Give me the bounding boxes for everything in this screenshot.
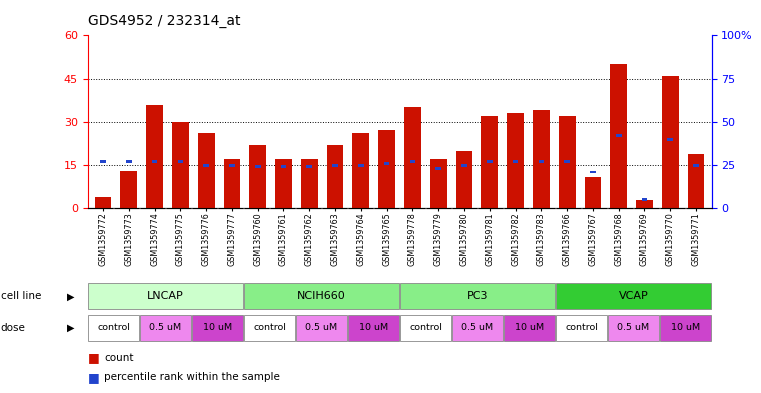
FancyBboxPatch shape xyxy=(556,315,607,341)
Bar xyxy=(358,163,364,167)
Text: NCIH660: NCIH660 xyxy=(297,291,346,301)
Bar xyxy=(487,160,492,163)
FancyBboxPatch shape xyxy=(348,315,399,341)
Bar xyxy=(352,133,369,208)
Text: LNCAP: LNCAP xyxy=(147,291,184,301)
Text: control: control xyxy=(565,323,598,332)
Bar xyxy=(177,160,183,163)
Bar xyxy=(461,163,466,167)
FancyBboxPatch shape xyxy=(88,315,139,341)
FancyBboxPatch shape xyxy=(400,315,451,341)
Bar xyxy=(250,145,266,208)
Text: dose: dose xyxy=(1,323,26,333)
Bar xyxy=(146,105,163,208)
Bar xyxy=(255,165,260,168)
Bar xyxy=(590,171,596,173)
FancyBboxPatch shape xyxy=(504,315,555,341)
Text: control: control xyxy=(253,323,286,332)
Bar xyxy=(94,197,111,208)
FancyBboxPatch shape xyxy=(140,315,191,341)
Bar xyxy=(610,64,627,208)
Bar xyxy=(100,160,106,163)
Bar xyxy=(507,113,524,208)
Bar xyxy=(616,134,622,137)
Text: 0.5 uM: 0.5 uM xyxy=(461,323,494,332)
Text: ▶: ▶ xyxy=(67,323,75,333)
Bar xyxy=(203,163,209,167)
Bar xyxy=(642,198,648,201)
FancyBboxPatch shape xyxy=(556,283,711,309)
Text: cell line: cell line xyxy=(1,291,41,301)
Bar xyxy=(584,176,601,208)
Text: control: control xyxy=(409,323,442,332)
Text: 0.5 uM: 0.5 uM xyxy=(305,323,338,332)
Text: 10 uM: 10 uM xyxy=(203,323,232,332)
Bar xyxy=(693,163,699,167)
Bar xyxy=(384,162,390,165)
Text: count: count xyxy=(104,353,134,363)
FancyBboxPatch shape xyxy=(244,283,399,309)
Bar xyxy=(301,159,317,208)
Bar xyxy=(482,116,498,208)
Bar xyxy=(224,159,240,208)
Bar xyxy=(326,145,343,208)
Bar xyxy=(404,107,421,208)
FancyBboxPatch shape xyxy=(88,283,243,309)
Bar xyxy=(667,138,673,141)
Bar xyxy=(513,160,518,163)
Bar xyxy=(151,160,158,163)
Text: 0.5 uM: 0.5 uM xyxy=(617,323,650,332)
Text: ■: ■ xyxy=(88,351,99,364)
Text: PC3: PC3 xyxy=(466,291,489,301)
Bar xyxy=(409,160,416,163)
Text: 0.5 uM: 0.5 uM xyxy=(149,323,182,332)
Bar xyxy=(281,165,286,168)
Text: VCAP: VCAP xyxy=(619,291,648,301)
Bar xyxy=(636,200,653,208)
FancyBboxPatch shape xyxy=(296,315,347,341)
FancyBboxPatch shape xyxy=(452,315,503,341)
Bar xyxy=(456,151,473,208)
Bar xyxy=(430,159,447,208)
Bar xyxy=(688,154,705,208)
Bar xyxy=(539,160,544,163)
Text: percentile rank within the sample: percentile rank within the sample xyxy=(104,372,280,382)
FancyBboxPatch shape xyxy=(192,315,243,341)
Text: ▶: ▶ xyxy=(67,291,75,301)
Text: control: control xyxy=(97,323,130,332)
FancyBboxPatch shape xyxy=(244,315,295,341)
Bar xyxy=(559,116,575,208)
Bar xyxy=(333,163,338,167)
Bar xyxy=(565,160,570,163)
Bar xyxy=(198,133,215,208)
Bar xyxy=(172,122,189,208)
Bar xyxy=(378,130,395,208)
Bar xyxy=(307,165,312,168)
Bar xyxy=(533,110,549,208)
Bar xyxy=(126,160,132,163)
Text: GDS4952 / 232314_at: GDS4952 / 232314_at xyxy=(88,14,240,28)
Bar xyxy=(662,76,679,208)
FancyBboxPatch shape xyxy=(400,283,555,309)
Bar xyxy=(435,167,441,170)
Text: 10 uM: 10 uM xyxy=(515,323,544,332)
Bar xyxy=(275,159,292,208)
Text: ■: ■ xyxy=(88,371,99,384)
Bar xyxy=(229,163,234,167)
Text: 10 uM: 10 uM xyxy=(359,323,388,332)
FancyBboxPatch shape xyxy=(608,315,659,341)
FancyBboxPatch shape xyxy=(660,315,711,341)
Text: 10 uM: 10 uM xyxy=(671,323,700,332)
Bar xyxy=(120,171,137,208)
